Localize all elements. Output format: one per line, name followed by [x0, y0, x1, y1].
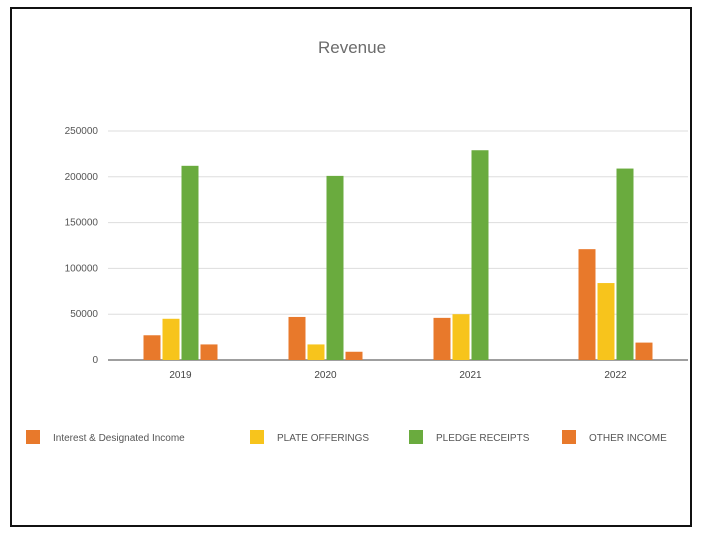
legend-swatch [250, 430, 264, 444]
chart-title: Revenue [318, 38, 386, 57]
bar [433, 317, 451, 360]
bar [471, 150, 489, 360]
legend-swatch [26, 430, 40, 444]
y-tick-label: 0 [92, 355, 98, 366]
chart-frame [10, 7, 692, 527]
x-category-label: 2019 [169, 370, 192, 381]
bar [326, 175, 344, 360]
legend-swatch [562, 430, 576, 444]
bar [616, 168, 634, 360]
bar [578, 249, 596, 360]
legend-label: OTHER INCOME [589, 433, 667, 444]
y-tick-label: 250000 [65, 126, 99, 137]
bar [200, 344, 218, 360]
bar [143, 335, 161, 360]
y-tick-label: 200000 [65, 172, 99, 183]
legend-swatch [409, 430, 423, 444]
y-tick-label: 150000 [65, 218, 99, 229]
bar [597, 283, 615, 360]
y-tick-label: 100000 [65, 263, 99, 274]
x-category-label: 2021 [459, 370, 482, 381]
bar [181, 165, 199, 360]
bar [345, 351, 363, 360]
bar-marks [143, 150, 653, 360]
x-axis-categories: 2019 2020 2021 2022 [169, 370, 627, 381]
bar [162, 318, 180, 360]
x-category-label: 2020 [314, 370, 337, 381]
bar [288, 316, 306, 360]
legend-label: PLEDGE RECEIPTS [436, 433, 530, 444]
bar [635, 342, 653, 360]
y-axis-ticks: 0 50000 100000 150000 200000 250000 [65, 126, 99, 366]
legend: Interest & Designated Income PLATE OFFERI… [26, 430, 667, 444]
legend-label: PLATE OFFERINGS [277, 433, 369, 444]
bar [307, 344, 325, 360]
bar [452, 314, 470, 360]
x-category-label: 2022 [604, 370, 627, 381]
legend-label: Interest & Designated Income [53, 433, 185, 444]
y-tick-label: 50000 [70, 309, 98, 320]
